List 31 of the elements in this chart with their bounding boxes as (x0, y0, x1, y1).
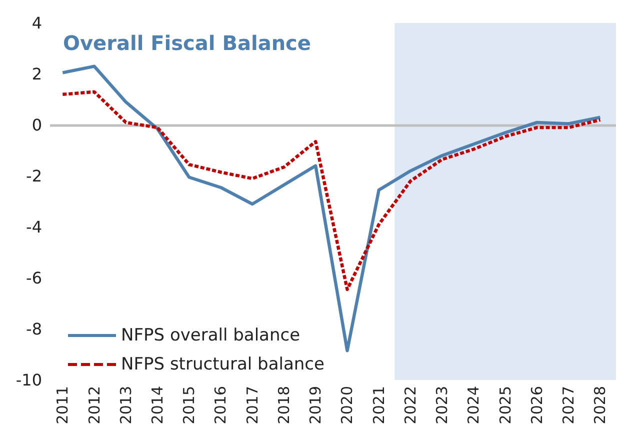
x-tick-label: 2017 (243, 386, 262, 424)
x-tick-label: 2013 (116, 386, 135, 424)
x-tick-label: 2018 (274, 386, 293, 424)
x-tick-label: 2025 (496, 386, 514, 424)
line-series (61, 64, 602, 352)
x-tick-label: 2012 (85, 386, 104, 424)
y-tick-label: 2 (32, 64, 42, 84)
legend-label: NFPS overall balance (121, 326, 300, 346)
x-tick-label: 2011 (54, 386, 72, 424)
y-tick-label: -8 (26, 320, 42, 338)
x-tick-label: 2026 (528, 386, 546, 424)
x-tick-label: 2027 (560, 386, 578, 424)
y-tick-label: -2 (26, 166, 42, 186)
x-tick-label: 2019 (306, 386, 325, 424)
x-tick-label: 2016 (212, 386, 230, 424)
x-tick-label: 2028 (591, 386, 610, 424)
x-tick-label: 2014 (148, 386, 167, 424)
y-tick-label: 4 (32, 14, 42, 32)
x-tick-label: 2024 (464, 386, 483, 424)
legend-label: NFPS structural balance (121, 354, 324, 374)
line-series (61, 90, 602, 292)
x-tick-label: 2023 (433, 386, 452, 424)
y-tick-label: -10 (16, 370, 42, 390)
x-tick-label: 2021 (370, 386, 388, 424)
x-tick-label: 2020 (338, 386, 356, 424)
y-tick-label: -4 (26, 218, 42, 236)
x-tick-label: 2022 (401, 386, 420, 424)
y-tick-label: -6 (26, 268, 42, 288)
y-tick-label: 0 (32, 116, 42, 134)
chart-title: Overall Fiscal Balance (63, 31, 311, 55)
x-tick-label: 2015 (180, 386, 198, 424)
